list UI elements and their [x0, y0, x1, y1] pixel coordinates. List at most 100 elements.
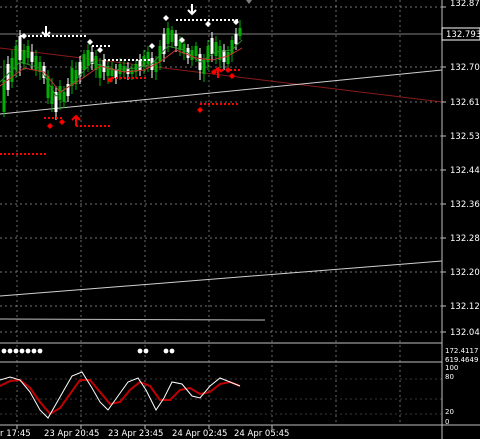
support-level-6-dot-4 — [60, 117, 62, 119]
candle-body-39 — [158, 46, 162, 62]
sell-arrow-icon-0 — [41, 26, 51, 38]
candle-body-4 — [18, 36, 22, 60]
support-level-2-dot-7 — [104, 125, 106, 127]
candle-body-34 — [138, 60, 142, 70]
resistance-level-1-dot-11 — [64, 35, 66, 37]
red-trend-line[interactable] — [0, 47, 443, 103]
candle-body-7 — [30, 52, 34, 62]
buy-arrow-icon-0 — [71, 114, 81, 126]
support-level-4-dot-2 — [208, 103, 210, 105]
candle-body-32 — [130, 70, 134, 74]
candle-body-50 — [202, 60, 206, 74]
support-level-1-dot-10 — [40, 153, 42, 155]
resistance-level-3-dot-0 — [104, 59, 106, 61]
candle-body-54 — [218, 46, 222, 60]
support-level-4-dot-5 — [220, 103, 222, 105]
resistance-level-4-dot-1 — [180, 19, 182, 21]
resistance-level-4-dot-9 — [212, 19, 214, 21]
candle-body-20 — [82, 54, 86, 70]
resistance-level-3-dot-10 — [144, 59, 146, 61]
price-tick-label-1: 132.700 — [450, 63, 480, 73]
resistance-level-3-dot-3 — [116, 59, 118, 61]
candle-body-5 — [22, 50, 26, 64]
stoch-signal-line — [0, 378, 241, 416]
sell-diamond-4 — [163, 15, 169, 21]
candle-body-8 — [34, 56, 38, 70]
horizontal-line-low[interactable] — [0, 318, 266, 321]
support-level-1-dot-2 — [8, 153, 10, 155]
price-tick-label-4: 132.445 — [450, 166, 480, 176]
candle-body-41 — [166, 28, 170, 44]
resistance-level-1-dot-2 — [28, 35, 30, 37]
candle-body-56 — [226, 52, 230, 64]
candle-body-53 — [214, 42, 218, 56]
candle-body-57 — [230, 40, 234, 54]
dot-marker-8 — [143, 348, 149, 354]
price-tick-label-3: 132.530 — [450, 132, 480, 142]
resistance-level-1-dot-8 — [52, 35, 54, 37]
support-level-1-dot-5 — [20, 153, 22, 155]
resistance-level-4-dot-0 — [176, 19, 178, 21]
candle-body-27 — [110, 68, 114, 76]
resistance-level-4-dot-7 — [204, 19, 206, 21]
support-level-4-dot-3 — [212, 103, 214, 105]
resistance-level-3-dot-1 — [108, 59, 110, 61]
candle-body-21 — [86, 50, 90, 66]
candle-body-28 — [114, 70, 118, 78]
resistance-level-1-dot-10 — [60, 35, 62, 37]
current-price-text: 132.793 — [446, 30, 480, 40]
resistance-level-3-dot-9 — [140, 59, 142, 61]
sell-diamond-7 — [179, 37, 185, 43]
resistance-level-4-dot-4 — [192, 19, 194, 21]
dots-label-upper: 172.4117 — [445, 347, 478, 355]
buy-diamond-1 — [59, 119, 65, 125]
support-level-3-dot-5 — [132, 77, 134, 79]
support-level-3-dot-2 — [120, 77, 122, 79]
time-tick-label-3: 24 Apr 02:45 — [172, 429, 227, 439]
stoch-main-line — [0, 371, 241, 419]
price-tick-label-9: 132.040 — [450, 328, 480, 338]
candle-body-59 — [238, 28, 242, 36]
fast-ma-line — [0, 39, 243, 97]
candle-body-51 — [206, 46, 210, 62]
candle-body-38 — [154, 62, 158, 72]
candle-body-23 — [94, 56, 98, 70]
support-level-1-dot-11 — [44, 153, 46, 155]
support-level-2-dot-6 — [100, 125, 102, 127]
support-level-6-dot-3 — [56, 117, 58, 119]
candle-body-42 — [170, 30, 174, 42]
sell-diamond-5 — [205, 21, 211, 27]
resistance-level-4-dot-10 — [216, 19, 218, 21]
sell-diamond-0 — [21, 33, 27, 39]
resistance-level-4-dot-8 — [208, 19, 210, 21]
stoch-tick-label-0: 100 — [445, 364, 458, 372]
resistance-level-2-dot-4 — [108, 45, 110, 47]
support-level-5-dot-1 — [222, 69, 224, 71]
stoch-tick-label-2: 20 — [445, 408, 454, 416]
resistance-level-2-dot-0 — [92, 45, 94, 47]
slow-ma-line — [0, 47, 243, 93]
price-tick-label-6: 132.280 — [450, 234, 480, 244]
price-tick-label-7: 132.200 — [450, 268, 480, 278]
white-trend-line-upper[interactable] — [0, 69, 443, 115]
dots-indicator-panel — [1, 348, 175, 354]
support-level-3-dot-7 — [140, 77, 142, 79]
candle-body-9 — [38, 62, 42, 72]
resistance-level-3-dot-11 — [148, 59, 150, 61]
candle-body-48 — [194, 46, 198, 56]
price-tick-label-2: 132.615 — [450, 98, 480, 108]
support-level-5-dot-4 — [234, 69, 236, 71]
dot-marker-4 — [25, 348, 31, 354]
candle-body-13 — [54, 92, 58, 112]
candle-body-43 — [174, 34, 178, 46]
resistance-level-4-dot-12 — [224, 19, 226, 21]
resistance-level-3-dot-7 — [132, 59, 134, 61]
resistance-level-4-dot-5 — [196, 19, 198, 21]
resistance-level-1-dot-14 — [76, 35, 78, 37]
white-trend-line-lower[interactable] — [0, 260, 443, 297]
support-level-1-dot-7 — [28, 153, 30, 155]
resistance-level-1-dot-13 — [72, 35, 74, 37]
support-level-1-dot-6 — [24, 153, 26, 155]
